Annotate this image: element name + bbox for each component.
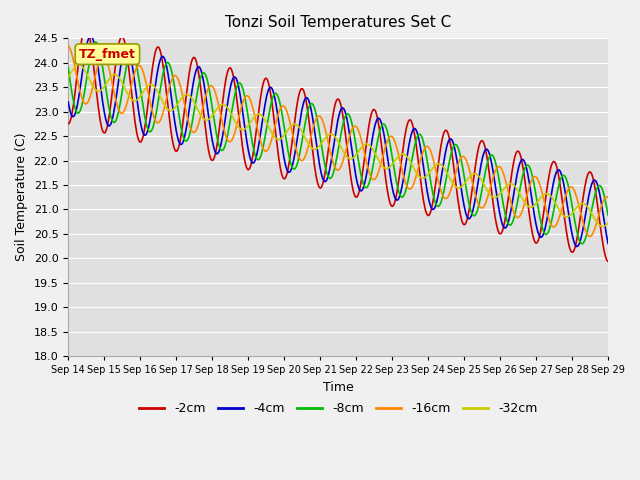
Legend: -2cm, -4cm, -8cm, -16cm, -32cm: -2cm, -4cm, -8cm, -16cm, -32cm: [134, 397, 542, 420]
Text: TZ_fmet: TZ_fmet: [79, 48, 136, 60]
Title: Tonzi Soil Temperatures Set C: Tonzi Soil Temperatures Set C: [225, 15, 451, 30]
Y-axis label: Soil Temperature (C): Soil Temperature (C): [15, 133, 28, 262]
X-axis label: Time: Time: [323, 381, 353, 394]
